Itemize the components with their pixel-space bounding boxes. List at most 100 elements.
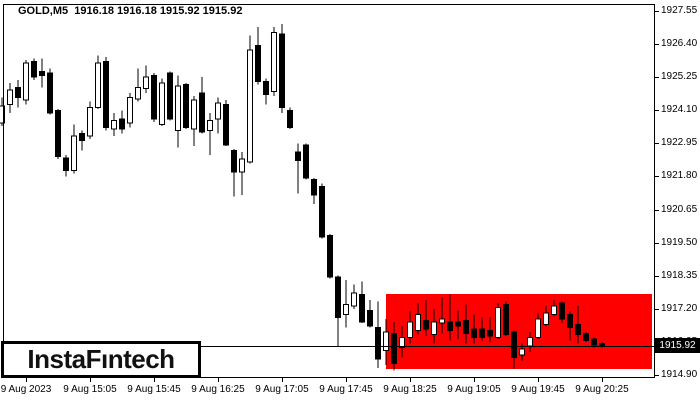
instafintech-logo-text: InstaFıntech <box>27 344 175 374</box>
candle <box>39 58 45 88</box>
price-axis-tick <box>655 210 659 211</box>
time-axis-tick <box>474 378 475 382</box>
chart-ohlc-title: GOLD,M5 1916.18 1916.18 1915.92 1915.92 <box>18 5 243 17</box>
candle <box>15 80 21 108</box>
candle <box>583 331 589 342</box>
price-axis-tick <box>655 276 659 277</box>
candle <box>279 23 285 114</box>
time-axis-label: 9 Aug 17:45 <box>319 384 373 395</box>
candle <box>103 57 109 131</box>
candle <box>559 301 565 324</box>
time-axis[interactable]: 9 Aug 2023 9 Aug 15:05 9 Aug 15:45 9 Aug 16… <box>0 378 700 400</box>
candle <box>415 303 421 335</box>
candle <box>407 311 413 344</box>
candle <box>263 78 269 105</box>
candle <box>79 130 85 151</box>
time-axis-label: 9 Aug 16:25 <box>191 384 245 395</box>
candle <box>63 154 69 177</box>
candle <box>551 300 557 317</box>
candle <box>231 149 237 197</box>
time-axis-label: 9 Aug 19:45 <box>511 384 565 395</box>
price-axis-label: 1922.95 <box>661 137 698 149</box>
candle <box>327 234 333 279</box>
candle <box>375 301 381 368</box>
candle <box>159 78 165 127</box>
time-axis-tick <box>154 378 155 382</box>
candle <box>543 305 549 327</box>
candle <box>455 310 461 340</box>
time-axis-tick <box>282 378 283 382</box>
candle <box>295 143 301 194</box>
highlight-zone-rect[interactable] <box>386 293 652 370</box>
price-axis-tick <box>655 243 659 244</box>
candle <box>367 300 373 328</box>
candle <box>479 317 485 341</box>
price-axis-tick <box>655 11 659 12</box>
candle <box>71 124 77 174</box>
candle <box>319 183 325 239</box>
candle <box>287 107 293 129</box>
candle <box>383 318 389 365</box>
candle <box>575 305 581 344</box>
candle <box>0 97 5 127</box>
time-axis-label: 9 Aug 17:05 <box>255 384 309 395</box>
candle <box>191 95 197 147</box>
price-axis-label: 1919.50 <box>661 236 698 248</box>
candle <box>239 151 245 196</box>
candle <box>127 93 133 128</box>
candle <box>591 337 597 348</box>
candle <box>215 97 221 134</box>
price-axis-tick <box>655 44 659 45</box>
candle <box>7 82 13 114</box>
candle <box>495 303 501 340</box>
time-axis-label: 9 Aug 15:05 <box>63 384 117 395</box>
candle <box>311 177 317 204</box>
candle <box>167 71 173 121</box>
candle <box>119 110 125 134</box>
candle <box>463 304 469 344</box>
candle <box>31 58 37 81</box>
time-axis-label: 9 Aug 2023 <box>0 384 52 395</box>
time-axis-label: 9 Aug 20:25 <box>575 384 629 395</box>
candle <box>247 35 253 164</box>
candle <box>439 297 445 334</box>
price-axis-tick <box>655 176 659 177</box>
price-axis-tick <box>655 143 659 144</box>
candle <box>223 100 229 147</box>
candle <box>135 68 141 102</box>
candle <box>143 65 149 94</box>
candle <box>111 113 117 137</box>
candle <box>471 314 477 344</box>
price-axis-tick <box>655 77 659 78</box>
candle <box>447 294 453 341</box>
candle <box>55 108 61 160</box>
candles-group <box>0 23 605 371</box>
candle <box>511 330 517 370</box>
time-axis-tick <box>26 378 27 382</box>
candle <box>23 59 29 105</box>
price-axis-tick <box>655 110 659 111</box>
candle <box>335 275 341 347</box>
price-axis-tick <box>655 309 659 310</box>
price-axis-tick <box>655 375 659 376</box>
candle <box>47 68 53 115</box>
candle <box>351 284 357 309</box>
candle <box>183 82 189 129</box>
price-axis-label: 1914.90 <box>661 368 698 380</box>
price-axis-label: 1920.65 <box>661 203 698 215</box>
candle <box>255 26 261 85</box>
price-axis-label: 1918.35 <box>661 269 698 281</box>
time-axis-label: 9 Aug 19:05 <box>447 384 501 395</box>
candle <box>151 72 157 122</box>
time-axis-tick <box>410 378 411 382</box>
time-axis-tick <box>90 378 91 382</box>
candle <box>359 281 365 324</box>
time-axis-tick <box>346 378 347 382</box>
price-axis-label: 1921.80 <box>661 170 698 182</box>
price-axis-label: 1925.25 <box>661 71 698 83</box>
candle <box>95 55 101 109</box>
bid-price-value: 1915.92 <box>659 340 696 352</box>
candle <box>487 317 493 342</box>
